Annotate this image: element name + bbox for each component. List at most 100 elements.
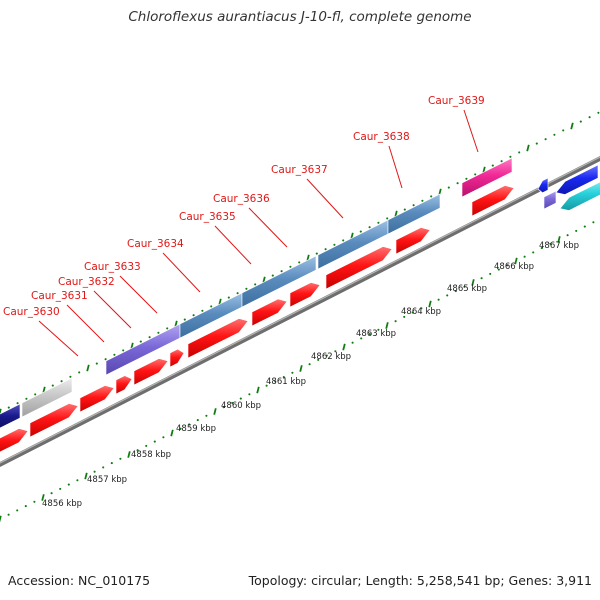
map-title: Chloroflexus aurantiacus J-10-fl, comple… — [128, 9, 472, 25]
lower-tick-dot — [446, 294, 449, 297]
upper-tick-dot — [104, 358, 107, 361]
genome-summary-text: Topology: circular; Length: 5,258,541 bp… — [248, 573, 592, 588]
upper-tick-dot — [227, 296, 230, 299]
upper-tick-dot — [544, 138, 547, 141]
lower-tick-dot — [317, 358, 320, 361]
lower-tick-dot — [420, 307, 423, 310]
upper-tick-dot — [377, 221, 380, 224]
gene-label: Caur_3635 — [179, 211, 236, 223]
lower-tick-dot — [239, 397, 242, 400]
lower-tick-dot — [196, 419, 199, 422]
lower-tick-dot — [102, 466, 105, 469]
lower-tick-dot — [506, 264, 509, 267]
lower-tick-major — [41, 494, 45, 501]
lower-tick-dot — [325, 354, 328, 357]
backbone-stroke — [0, 156, 600, 467]
upper-tick-dot — [333, 243, 336, 246]
upper-tick-dot — [386, 217, 389, 220]
lower-tick-dot — [162, 436, 165, 439]
kbp-label: 4866 kbp — [494, 262, 534, 272]
cds-arrow — [115, 375, 133, 395]
lower-tick-dot — [334, 350, 337, 353]
lower-tick-dot — [265, 384, 268, 387]
upper-tick-dot — [447, 186, 450, 189]
gene-label: Caur_3632 — [58, 276, 115, 288]
upper-tick-dot — [157, 331, 160, 334]
upper-tick-dot — [368, 226, 371, 229]
lower-tick-major — [471, 279, 475, 286]
upper-tick-dot — [280, 270, 283, 273]
upper-tick-dot — [298, 261, 301, 264]
gene-leader-line — [119, 275, 158, 314]
lower-tick-dot — [532, 251, 535, 254]
lower-tick-dot — [76, 479, 79, 482]
lower-tick-major — [342, 343, 346, 351]
gene-label: Caur_3637 — [271, 164, 328, 176]
lower-tick-dot — [205, 414, 208, 417]
lower-tick-dot — [480, 277, 483, 280]
lower-tick-dot — [222, 406, 225, 409]
cds-arrow — [169, 348, 185, 368]
cds-arrow — [29, 403, 79, 438]
gene-label: Caur_3633 — [84, 261, 141, 273]
upper-tick-dot — [95, 362, 98, 365]
gene-leader-line — [38, 320, 79, 357]
upper-tick-major — [570, 122, 574, 130]
cds-arrow — [0, 428, 29, 453]
upper-tick-dot — [359, 230, 362, 233]
upper-tick-dot — [315, 252, 318, 255]
upper-tick-dot — [201, 309, 204, 312]
lower-tick-major — [213, 408, 217, 415]
kbp-label: 4857 kbp — [87, 475, 127, 485]
lower-tick-major — [256, 386, 260, 394]
gene-leader-line — [93, 290, 132, 329]
upper-tick-dot — [245, 287, 248, 290]
cds-arrow — [471, 185, 515, 217]
lower-tick-dot — [33, 500, 36, 503]
lower-tick-major — [557, 236, 561, 243]
lower-tick-major — [514, 257, 518, 265]
cds-arrow — [187, 318, 249, 359]
upper-tick-dot — [139, 340, 142, 343]
lower-tick-dot — [540, 247, 543, 250]
lower-tick-dot — [231, 401, 234, 404]
upper-tick-dot — [474, 173, 477, 176]
upper-tick-dot — [412, 204, 415, 207]
gene-label: Caur_3638 — [353, 131, 410, 143]
upper-tick-dot — [34, 393, 37, 396]
lower-tick-dot — [566, 234, 569, 237]
kbp-label: 4859 kbp — [176, 424, 216, 434]
lower-tick-dot — [291, 371, 294, 374]
lower-tick-major — [299, 365, 303, 372]
lower-tick-dot — [153, 440, 156, 443]
upper-tick-dot — [289, 265, 292, 268]
upper-tick-dot — [518, 151, 521, 154]
upper-tick-dot — [69, 375, 72, 378]
cds-arrow — [133, 358, 169, 386]
kbp-label: 4865 kbp — [447, 284, 487, 294]
kbp-label: 4860 kbp — [221, 401, 261, 411]
cds-arrow — [395, 227, 431, 255]
feature-steelblue — [387, 193, 441, 235]
kbp-label: 4861 kbp — [266, 377, 306, 387]
lower-tick-dot — [50, 492, 53, 495]
gene-label: Caur_3639 — [428, 95, 485, 107]
feature-cyan — [559, 181, 600, 211]
upper-tick-major — [526, 144, 530, 152]
upper-tick-dot — [113, 353, 116, 356]
upper-tick-dot — [16, 402, 19, 405]
lower-tick-dot — [188, 423, 191, 426]
lower-tick-dot — [145, 444, 148, 447]
gene-leader-line — [214, 225, 252, 265]
upper-tick-dot — [403, 208, 406, 211]
lower-tick-dot — [411, 311, 414, 314]
gene-callouts: Caur_3630 Caur_3631 Caur_3632 Caur_3633 Caur… — [3, 95, 485, 357]
upper-tick-dot — [60, 380, 63, 383]
lower-tick-dot — [377, 328, 380, 331]
upper-tick-dot — [588, 116, 591, 119]
lower-tick-dot — [489, 272, 492, 275]
lower-tick-dot — [179, 427, 182, 430]
lower-tick-dot — [463, 285, 466, 288]
lower-tick-dot — [110, 462, 113, 465]
